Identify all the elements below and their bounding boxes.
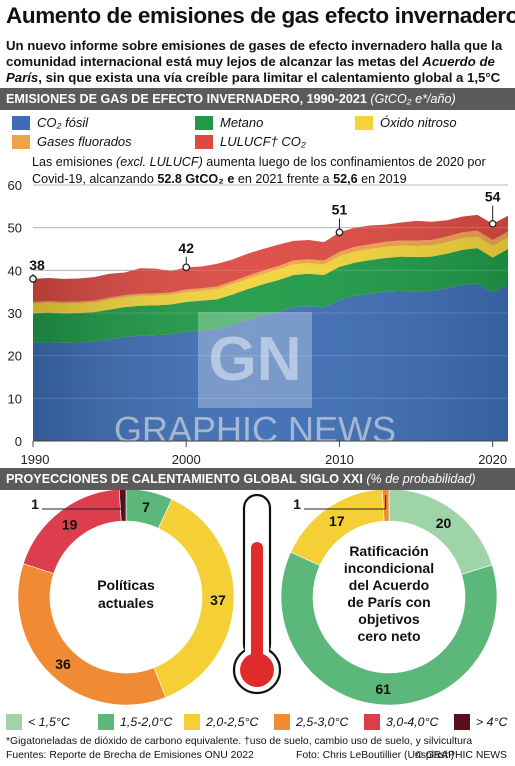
left-donut-slice-5 — [118, 490, 127, 522]
watermark-logo: GN — [209, 325, 302, 394]
legend-swatch — [195, 134, 213, 149]
x-tick-label: 2000 — [172, 452, 201, 467]
y-tick-label: 20 — [8, 349, 22, 364]
legend-swatch — [355, 115, 373, 130]
legend-nitrous-oxide: Óxido nitroso — [355, 115, 457, 130]
annotation-label: 42 — [178, 240, 194, 256]
x-tick-label: 1990 — [21, 452, 50, 467]
legend-2-0-2-5: 2,0-2,5°C — [184, 714, 258, 730]
x-tick-label: 2020 — [478, 452, 507, 467]
legend-swatch — [364, 714, 380, 730]
warming-legend: < 1,5°C 1,5-2,0°C 2,0-2,5°C 2,5-3,0°C 3,… — [6, 714, 515, 732]
annotation-dot — [488, 219, 497, 228]
left-donut-center-label: Políticas — [97, 577, 155, 593]
photo-credit: Foto: Chris LeBoutillier (Unsplash) — [296, 750, 455, 761]
legend-lulucf: LULUCF† CO₂ — [195, 134, 306, 149]
legend-co2-fossil: CO₂ fósil — [12, 115, 88, 130]
annotation-label: 51 — [332, 201, 348, 217]
annotation-dot — [182, 263, 191, 272]
y-tick-label: 60 — [8, 178, 22, 193]
annotation-dot — [29, 275, 37, 283]
right-donut-center-label: cero neto — [357, 628, 420, 644]
legend-3-0-4-0: 3,0-4,0°C — [364, 714, 438, 730]
thermometer-bulb — [240, 653, 274, 687]
page-title: Aumento de emisiones de gas efecto inver… — [6, 3, 515, 28]
legend-fluorinated-gases: Gases fluorados — [12, 134, 132, 149]
left-donut-value: 36 — [55, 656, 71, 672]
y-tick-label: 50 — [8, 221, 22, 236]
legend-swatch — [454, 714, 470, 730]
y-tick-label: 30 — [8, 306, 22, 321]
legend-below-1-5: < 1,5°C — [6, 714, 70, 730]
legend-swatch — [6, 714, 22, 730]
page-subtitle: Un nuevo informe sobre emisiones de gase… — [6, 38, 503, 85]
warming-projections-donuts: 7 37 36 19 1 Políticas actuales 20 61 17 1 Ratifica… — [17, 490, 498, 706]
emissions-area-chart: GN GRAPHIC NEWS 0 10 20 30 40 50 60 1990 2000 2010 2… — [8, 178, 508, 467]
y-tick-label: 0 — [15, 434, 22, 449]
right-donut-center-label: incondicional — [344, 560, 434, 576]
legend-swatch — [195, 115, 213, 130]
section-heading-emissions: EMISIONES DE GAS DE EFECTO INVERNADERO, … — [0, 88, 515, 110]
left-donut-value: 19 — [62, 516, 78, 532]
annotation-label: 54 — [485, 189, 501, 205]
footnote: *Gigatoneladas de dióxido de carbono equ… — [6, 736, 473, 747]
sources: Fuentes: Reporte de Brecha de Emisiones … — [6, 750, 254, 761]
section-heading-projections: PROYECCIONES DE CALENTAMIENTO GLOBAL SIG… — [0, 468, 515, 490]
right-donut-slice-1 — [280, 551, 498, 706]
left-donut-value: 37 — [210, 592, 226, 608]
legend-swatch — [98, 714, 114, 730]
annotation-dot — [335, 228, 344, 237]
right-donut-center-label: del Acuerdo — [349, 577, 429, 593]
sources-line: Fuentes: Reporte de Brecha de Emisiones … — [6, 749, 511, 762]
right-donut-center-label: objetivos — [358, 611, 420, 627]
left-donut-value: 7 — [142, 499, 150, 515]
y-tick-label: 10 — [8, 391, 22, 406]
legend-swatch — [274, 714, 290, 730]
watermark-text: GRAPHIC NEWS — [114, 409, 396, 450]
legend-swatch — [12, 115, 30, 130]
legend-2-5-3-0: 2,5-3,0°C — [274, 714, 348, 730]
legend-above-4: > 4°C — [454, 714, 507, 730]
legend-methane: Metano — [195, 115, 263, 130]
right-donut-value: 61 — [375, 681, 391, 697]
right-donut-value: 20 — [436, 515, 452, 531]
right-donut-center-label: Ratificación — [349, 543, 428, 559]
right-donut-value: 17 — [329, 513, 345, 529]
watermark-logo-box — [198, 312, 312, 408]
copyright: © GRAPHIC NEWS — [415, 750, 507, 761]
area-shading — [33, 214, 508, 441]
y-tick-label: 40 — [8, 263, 22, 278]
right-donut-value: 1 — [293, 496, 301, 512]
left-donut-center-label: actuales — [98, 595, 154, 611]
left-donut-slice-3 — [17, 563, 167, 706]
thermometer-mercury — [251, 542, 263, 662]
x-tick-label: 2010 — [325, 452, 354, 467]
chart-note: Las emisiones (excl. LULUCF) aumenta lue… — [32, 155, 486, 186]
left-donut-slice-4 — [22, 490, 122, 574]
right-donut-center-label: de París con — [347, 594, 430, 610]
legend-1-5-2-0: 1,5-2,0°C — [98, 714, 172, 730]
left-donut-value: 1 — [31, 496, 39, 512]
legend-swatch — [12, 134, 30, 149]
legend-swatch — [184, 714, 200, 730]
annotation-label: 38 — [29, 257, 45, 273]
